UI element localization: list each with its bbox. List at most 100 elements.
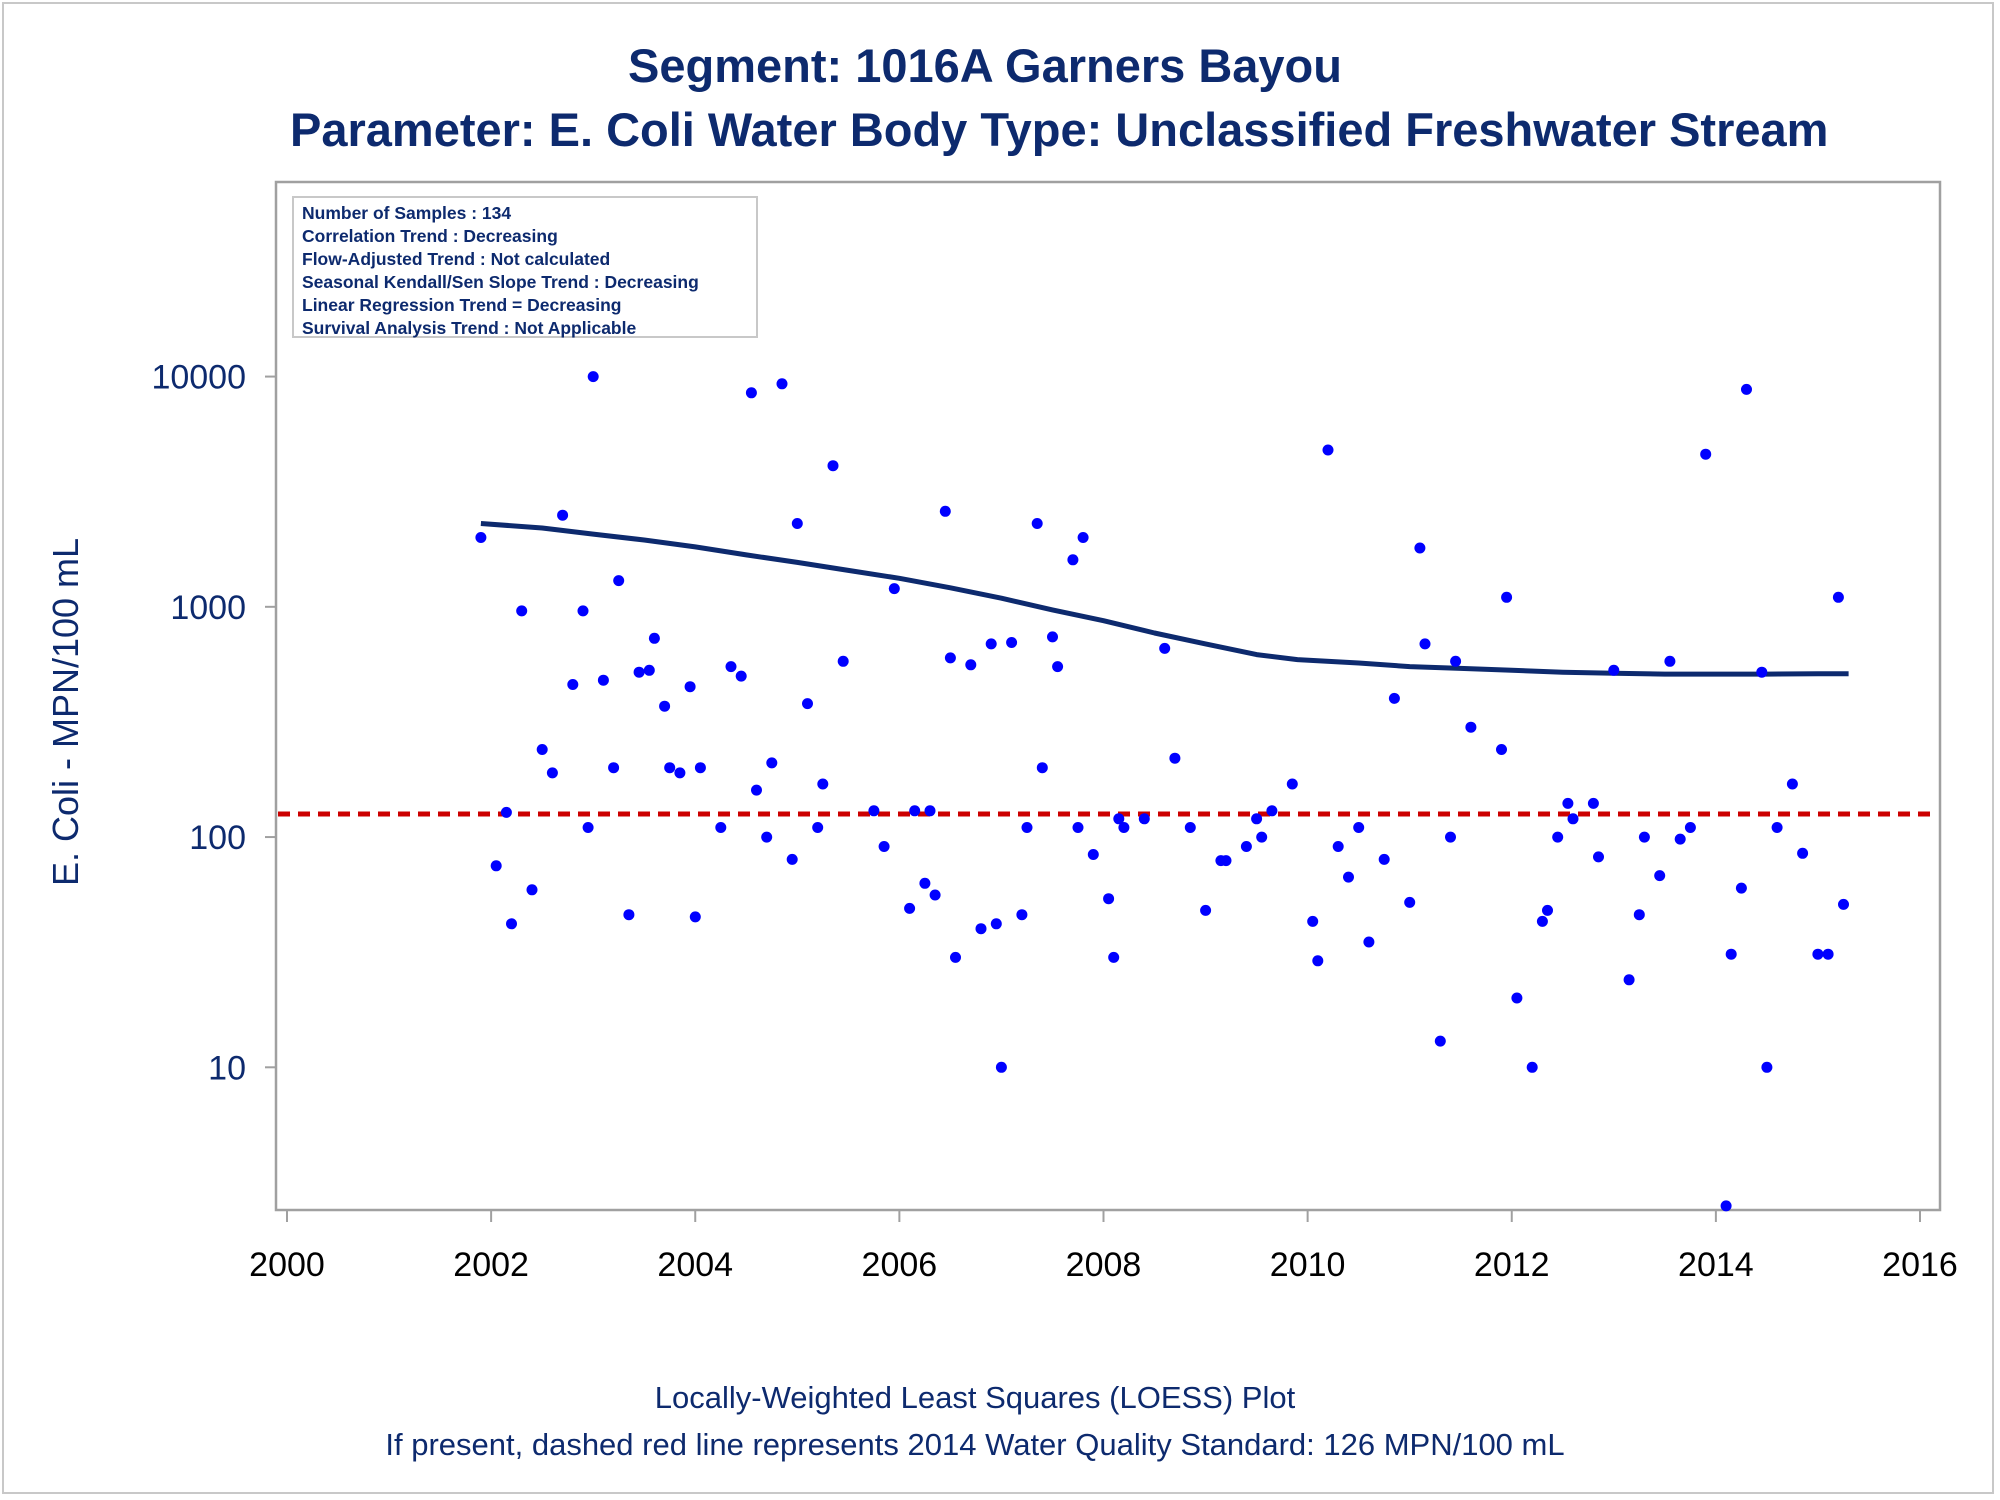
chart-subtitle: Parameter: E. Coli Water Body Type: Uncl… xyxy=(290,103,1829,156)
data-point xyxy=(1771,822,1783,833)
stats-line: Flow-Adjusted Trend : Not calculated xyxy=(302,249,611,269)
data-point xyxy=(1526,1061,1538,1073)
data-point xyxy=(837,655,849,667)
data-point xyxy=(1220,855,1232,867)
data-point xyxy=(1593,851,1604,863)
data-point xyxy=(1638,831,1650,843)
data-point xyxy=(1720,1200,1732,1212)
data-point xyxy=(990,918,1002,930)
data-point xyxy=(715,822,727,833)
data-point xyxy=(664,762,676,774)
data-point xyxy=(751,784,762,796)
data-point xyxy=(1496,744,1507,755)
data-point xyxy=(1067,554,1079,566)
data-point xyxy=(1016,909,1028,921)
data-point xyxy=(944,652,956,664)
data-point xyxy=(1031,518,1043,529)
data-point xyxy=(1388,692,1400,704)
x-tick-label: 2006 xyxy=(862,1246,938,1284)
data-point xyxy=(643,664,655,676)
data-point xyxy=(1200,904,1212,916)
data-point xyxy=(786,853,798,865)
data-point xyxy=(1286,778,1298,790)
y-tick-label: 10 xyxy=(208,1049,246,1087)
data-point xyxy=(1812,948,1824,960)
stats-line: Linear Regression Trend = Decreasing xyxy=(302,295,622,315)
data-point xyxy=(1184,822,1196,833)
data-point xyxy=(1450,655,1462,667)
data-point xyxy=(597,674,609,686)
data-point xyxy=(557,509,569,521)
data-point xyxy=(1587,797,1599,809)
stats-line: Correlation Trend : Decreasing xyxy=(302,226,558,246)
data-point xyxy=(648,632,660,644)
data-point xyxy=(888,583,900,595)
footnote-standard: If present, dashed red line represents 2… xyxy=(385,1427,1565,1462)
data-point xyxy=(1797,847,1809,859)
data-point xyxy=(1552,831,1564,843)
data-point xyxy=(1404,896,1416,908)
data-point xyxy=(1761,1061,1773,1073)
data-point xyxy=(1103,893,1115,905)
loess-line xyxy=(480,521,1849,677)
x-tick-label: 2000 xyxy=(249,1246,325,1284)
data-point xyxy=(725,661,737,673)
data-point xyxy=(1536,915,1548,927)
x-tick-label: 2010 xyxy=(1270,1246,1346,1284)
data-point xyxy=(1087,849,1099,860)
data-point xyxy=(1378,853,1390,865)
data-point xyxy=(1006,637,1018,648)
data-point xyxy=(1414,542,1426,554)
data-point xyxy=(536,744,548,755)
footnote-loess: Locally-Weighted Least Squares (LOESS) P… xyxy=(654,1380,1296,1415)
y-tick-label: 100 xyxy=(189,819,246,857)
data-point xyxy=(694,762,706,774)
x-tick-label: 2002 xyxy=(453,1246,529,1284)
data-point xyxy=(659,700,671,712)
data-point xyxy=(587,371,599,383)
data-point xyxy=(1322,444,1334,456)
x-tick-label: 2014 xyxy=(1678,1246,1754,1284)
data-point xyxy=(1608,664,1620,676)
data-point xyxy=(929,889,941,901)
data-point xyxy=(1021,822,1033,833)
y-axis: 10 100 1000 10000 xyxy=(151,359,276,1087)
data-point xyxy=(1113,813,1125,825)
data-point xyxy=(1108,951,1120,963)
data-point xyxy=(1501,591,1513,603)
y-tick-label: 10000 xyxy=(151,359,246,397)
stats-line: Survival Analysis Trend : Not Applicable xyxy=(302,318,637,338)
data-point xyxy=(577,605,589,617)
data-point xyxy=(878,841,890,852)
data-point xyxy=(1434,1035,1446,1047)
data-point xyxy=(939,505,951,517)
data-point xyxy=(1741,383,1752,395)
data-point xyxy=(735,670,747,682)
x-tick-label: 2012 xyxy=(1474,1246,1550,1284)
data-point xyxy=(1445,831,1456,843)
data-point xyxy=(1419,638,1431,650)
data-point xyxy=(1822,948,1834,960)
data-point xyxy=(965,659,977,671)
data-point xyxy=(623,909,635,921)
data-point xyxy=(506,918,517,930)
data-point xyxy=(1567,813,1579,825)
data-point xyxy=(919,877,931,889)
y-axis-title: E. Coli - MPN/100 mL xyxy=(45,538,86,886)
x-tick-label: 2016 xyxy=(1882,1246,1958,1284)
data-point xyxy=(1465,721,1477,733)
plot-area-border xyxy=(274,180,1942,1212)
data-point xyxy=(1036,762,1048,774)
data-point xyxy=(490,860,502,872)
data-point xyxy=(1240,841,1252,852)
data-point xyxy=(674,767,686,779)
data-point xyxy=(1664,655,1676,667)
data-point xyxy=(1735,882,1747,894)
data-point xyxy=(633,666,645,678)
x-tick-label: 2008 xyxy=(1066,1246,1142,1284)
chart-title: Segment: 1016A Garners Bayou xyxy=(628,39,1342,92)
data-point xyxy=(1266,805,1278,817)
data-point xyxy=(766,757,778,769)
data-point xyxy=(868,805,880,817)
data-point xyxy=(1363,936,1375,948)
